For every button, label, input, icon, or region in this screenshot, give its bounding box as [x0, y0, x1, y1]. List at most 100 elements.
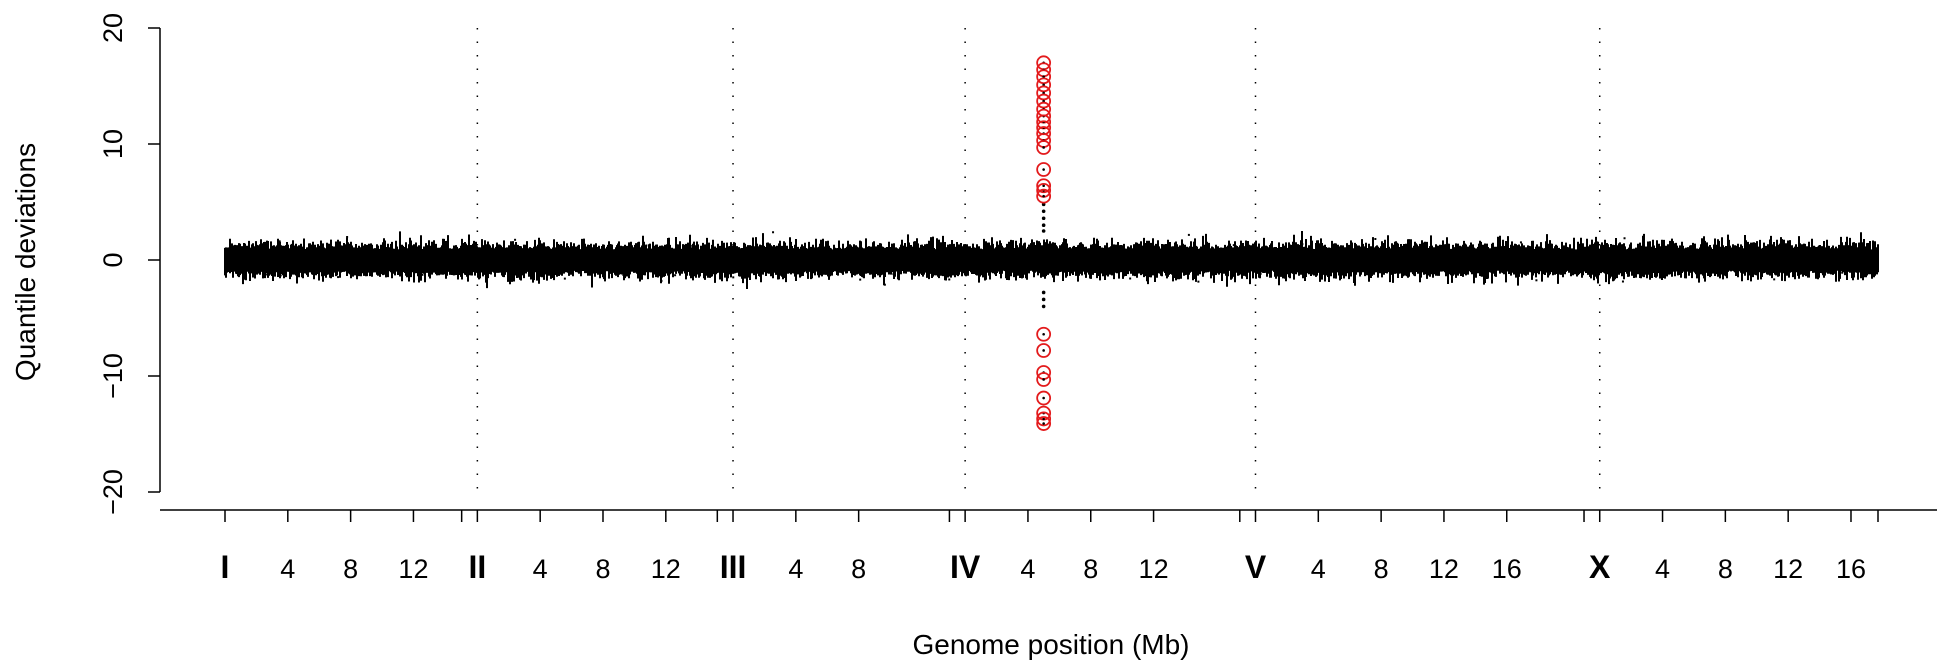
- background-point: [767, 253, 770, 256]
- background-point: [466, 251, 469, 254]
- background-point: [1026, 264, 1029, 267]
- background-point: [695, 247, 698, 250]
- background-point: [1277, 264, 1280, 267]
- outlier-point-center: [1042, 417, 1045, 421]
- x-axis-title: Genome position (Mb): [912, 629, 1189, 660]
- background-point: [1397, 261, 1400, 264]
- background-point: [351, 265, 354, 268]
- background-point: [1065, 262, 1068, 265]
- background-point: [414, 270, 417, 273]
- background-point: [471, 268, 474, 271]
- chromosome-label: I: [221, 549, 230, 585]
- background-point: [647, 257, 650, 260]
- background-point: [622, 273, 625, 276]
- background-point: [1441, 269, 1444, 272]
- background-point: [1826, 252, 1829, 255]
- background-point: [346, 235, 349, 238]
- background-point: [1541, 266, 1544, 269]
- background-point: [1234, 263, 1237, 266]
- outlier-point: [1036, 390, 1052, 406]
- background-point: [1081, 255, 1084, 258]
- background-point: [732, 276, 735, 279]
- background-point: [1573, 258, 1576, 261]
- background-point: [1046, 271, 1049, 274]
- background-point: [965, 252, 968, 255]
- y-tick-label: −20: [98, 469, 128, 515]
- background-point: [607, 260, 610, 263]
- background-point: [795, 272, 798, 275]
- background-point: [473, 268, 476, 271]
- background-point: [1717, 273, 1720, 276]
- background-point: [1083, 255, 1086, 258]
- outlier-point-center: [1042, 396, 1045, 400]
- background-point: [660, 279, 663, 282]
- x-tick-label: 8: [595, 554, 610, 584]
- background-point: [1129, 277, 1132, 280]
- y-axis-title: Quantile deviations: [10, 143, 41, 381]
- y-tick-label: −10: [98, 353, 128, 399]
- y-axis: −20 −10 0 10 20: [98, 13, 161, 515]
- outlier-point-center: [1042, 378, 1045, 381]
- intermediate-point: [1041, 209, 1046, 214]
- background-point: [1519, 241, 1522, 244]
- intermediate-points: [1041, 202, 1046, 309]
- background-point: [1055, 251, 1058, 254]
- outlier-point-center: [1042, 168, 1045, 171]
- outlier-point: [1036, 372, 1052, 387]
- outlier-point: [1036, 326, 1052, 342]
- background-point: [582, 253, 585, 256]
- background-point: [1205, 263, 1208, 266]
- background-point: [493, 256, 496, 259]
- intermediate-point: [1041, 304, 1046, 309]
- y-tick-label: 0: [98, 252, 128, 267]
- outlier-point: [1036, 140, 1052, 155]
- background-point: [366, 265, 369, 268]
- background-point: [304, 249, 307, 252]
- background-point: [1139, 263, 1142, 266]
- x-tick-label: 4: [1655, 554, 1670, 584]
- outlier-point: [1036, 411, 1052, 427]
- background-point: [1712, 270, 1715, 273]
- background-point: [1535, 279, 1538, 282]
- background-point: [1556, 249, 1559, 252]
- x-tick-label: 12: [1773, 554, 1803, 584]
- background-point-band: [224, 231, 1879, 289]
- background-point: [563, 277, 566, 280]
- background-point: [318, 255, 321, 258]
- background-point: [1148, 272, 1151, 275]
- background-point: [726, 273, 729, 276]
- background-point: [450, 264, 453, 267]
- background-point: [432, 267, 435, 270]
- outlier-point-center: [1042, 349, 1045, 352]
- outlier-point: [1036, 188, 1052, 204]
- chromosome-label: V: [1245, 549, 1267, 585]
- background-point: [1259, 272, 1262, 275]
- chromosome-label: IV: [950, 549, 981, 585]
- background-point: [1841, 271, 1844, 274]
- background-point: [1825, 257, 1828, 260]
- background-point: [1197, 280, 1200, 283]
- background-point: [918, 256, 921, 259]
- background-point: [279, 274, 282, 277]
- background-point: [1139, 252, 1142, 255]
- background-point: [772, 231, 775, 234]
- background-point: [459, 272, 462, 275]
- background-point: [337, 276, 340, 279]
- outlier-points: [1036, 55, 1052, 431]
- background-point: [1232, 244, 1235, 247]
- x-tick-label: 8: [343, 554, 358, 584]
- background-point: [1345, 247, 1348, 250]
- background-point: [723, 265, 726, 268]
- background-point: [914, 250, 917, 253]
- x-axis: I 4 8 12 II 4 8 12 III 4 8 IV 4 8 12 V 4 8 12 16 X 4 8 12 16: [160, 509, 1937, 585]
- x-tick-label: 4: [280, 554, 295, 584]
- background-point: [421, 273, 424, 276]
- background-point: [1033, 245, 1036, 248]
- background-point: [266, 273, 269, 276]
- background-point: [1187, 233, 1190, 236]
- x-tick-label: 8: [1083, 554, 1098, 584]
- background-point: [1621, 280, 1624, 283]
- background-point: [278, 240, 281, 243]
- background-point: [928, 265, 931, 268]
